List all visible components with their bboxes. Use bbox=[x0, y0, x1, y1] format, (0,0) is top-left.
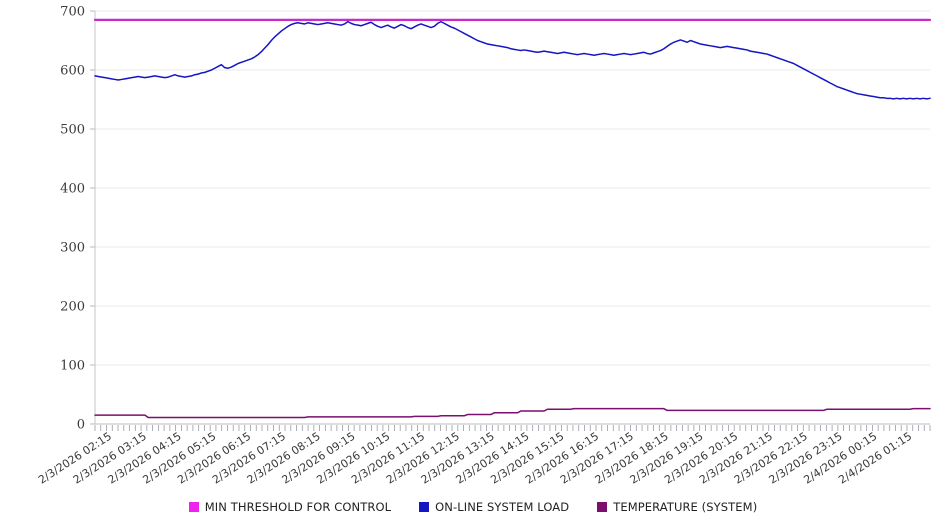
legend-label: TEMPERATURE (SYSTEM) bbox=[613, 500, 758, 514]
y-axis-tick-label: 400 bbox=[60, 182, 85, 197]
legend-swatch-icon bbox=[419, 502, 430, 512]
legend-swatch-icon bbox=[188, 502, 199, 512]
y-axis-tick-label: 0 bbox=[77, 418, 85, 433]
y-axis-tick-label: 100 bbox=[60, 359, 85, 374]
y-axis-tick-label: 600 bbox=[60, 64, 85, 79]
legend-swatch-icon bbox=[597, 502, 608, 512]
legend-item-temperature-system[interactable]: TEMPERATURE (SYSTEM) bbox=[597, 500, 757, 514]
legend-label: MIN THRESHOLD FOR CONTROL bbox=[204, 500, 392, 514]
legend-label: ON-LINE SYSTEM LOAD bbox=[435, 500, 570, 514]
y-axis-tick-label: 200 bbox=[60, 300, 85, 315]
y-axis-tick-label: 500 bbox=[60, 123, 85, 138]
y-axis-tick-label: 700 bbox=[60, 5, 85, 20]
legend-item-min-threshold[interactable]: MIN THRESHOLD FOR CONTROL bbox=[188, 500, 392, 514]
y-axis-tick-label: 300 bbox=[60, 241, 85, 256]
legend-item-online-system-load[interactable]: ON-LINE SYSTEM LOAD bbox=[419, 500, 569, 514]
series-line-on-line-system-load bbox=[94, 20, 931, 100]
chart-legend: MIN THRESHOLD FOR CONTROL ON-LINE SYSTEM… bbox=[0, 497, 946, 517]
series-line-temperature-system bbox=[94, 407, 931, 419]
